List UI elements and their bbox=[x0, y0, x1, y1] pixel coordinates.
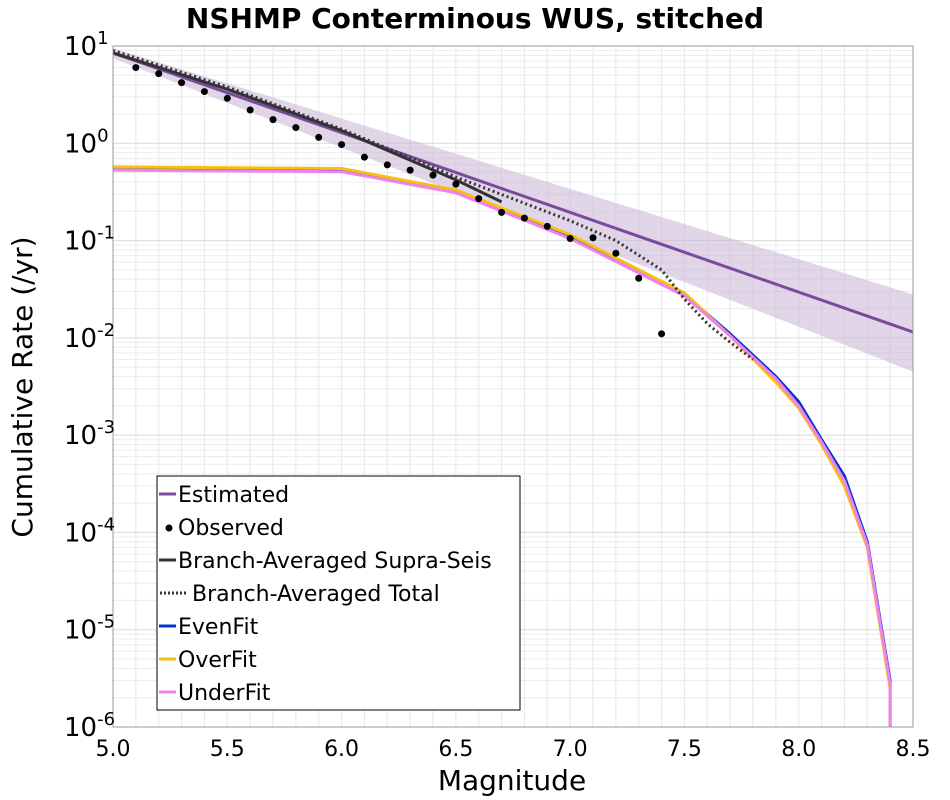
y-tick-label: 10-4 bbox=[64, 514, 115, 548]
observed-point bbox=[132, 64, 140, 72]
observed-point bbox=[338, 141, 346, 149]
x-tick-label: 6.5 bbox=[438, 737, 473, 762]
observed-point bbox=[315, 133, 323, 141]
x-axis-label: Magnitude bbox=[438, 764, 586, 797]
x-tick-label: 7.0 bbox=[553, 737, 588, 762]
series-line-branch-averaged-supra-seis bbox=[112, 51, 503, 204]
series-line-estimated bbox=[112, 51, 914, 334]
estimated-band-area bbox=[113, 48, 913, 372]
observed-point bbox=[635, 274, 643, 282]
y-tick-labels: 101 100 10-1 10-2 10-3 10-4 10-5 10-6 bbox=[64, 28, 115, 743]
legend-label-overfit: OverFit bbox=[178, 648, 257, 673]
y-tick-label: 100 bbox=[64, 125, 109, 159]
legend-swatch-observed bbox=[165, 524, 173, 532]
observed-points bbox=[132, 64, 666, 338]
estimated-uncertainty-band bbox=[113, 48, 913, 372]
observed-point bbox=[612, 249, 620, 257]
observed-point bbox=[223, 94, 231, 102]
observed-point bbox=[178, 79, 186, 87]
y-axis-label: Cumulative Rate (/yr) bbox=[6, 236, 39, 537]
legend-label-branch-averaged-total: Branch-Averaged Total bbox=[192, 582, 440, 607]
y-tick-label: 10-3 bbox=[64, 417, 115, 451]
legend-label-estimated: Estimated bbox=[178, 483, 289, 508]
legend-box bbox=[156, 475, 521, 711]
x-tick-labels: 5.0 5.5 6.0 6.5 7.0 7.5 8.0 8.5 bbox=[96, 737, 931, 762]
observed-point bbox=[246, 106, 254, 114]
observed-point bbox=[155, 70, 163, 78]
series-line-underfit bbox=[112, 168, 892, 727]
series-line-branch-averaged-total bbox=[112, 49, 754, 361]
observed-point bbox=[269, 116, 277, 124]
observed-point bbox=[498, 208, 506, 216]
legend: Estimated Observed Branch-Averaged Supra-S… bbox=[156, 475, 521, 711]
legend-label-underfit: UnderFit bbox=[178, 681, 271, 706]
y-tick-label: 10-2 bbox=[64, 320, 115, 354]
observed-point bbox=[429, 171, 437, 179]
legend-label-branch-averaged-supra-seis: Branch-Averaged Supra-Seis bbox=[178, 549, 492, 574]
x-tick-label: 6.0 bbox=[324, 737, 359, 762]
x-tick-label: 7.5 bbox=[667, 737, 702, 762]
y-tick-label: 10-6 bbox=[64, 709, 115, 743]
observed-point bbox=[566, 235, 574, 243]
observed-point bbox=[383, 161, 391, 169]
observed-point bbox=[452, 180, 460, 188]
y-tick-label: 101 bbox=[64, 28, 109, 62]
x-tick-label: 5.5 bbox=[210, 737, 245, 762]
observed-point bbox=[658, 330, 666, 338]
series-lines bbox=[112, 49, 914, 727]
legend-label-observed: Observed bbox=[178, 516, 284, 541]
y-tick-label: 10-5 bbox=[64, 612, 115, 646]
plot-frame bbox=[112, 45, 914, 728]
legend-label-evenfit: EvenFit bbox=[178, 615, 259, 640]
observed-point bbox=[406, 166, 414, 174]
y-tick-label: 10-1 bbox=[64, 223, 115, 257]
x-tick-label: 8.5 bbox=[896, 737, 931, 762]
x-tick-label: 8.0 bbox=[781, 737, 816, 762]
observed-point bbox=[292, 124, 300, 132]
observed-point bbox=[200, 88, 208, 96]
observed-point bbox=[543, 222, 551, 230]
x-tick-label: 5.0 bbox=[96, 737, 131, 762]
observed-point bbox=[360, 153, 368, 161]
observed-point bbox=[520, 214, 528, 222]
observed-point bbox=[589, 234, 597, 242]
observed-point bbox=[475, 195, 483, 203]
chart-title: NSHMP Conterminous WUS, stitched bbox=[186, 2, 764, 35]
